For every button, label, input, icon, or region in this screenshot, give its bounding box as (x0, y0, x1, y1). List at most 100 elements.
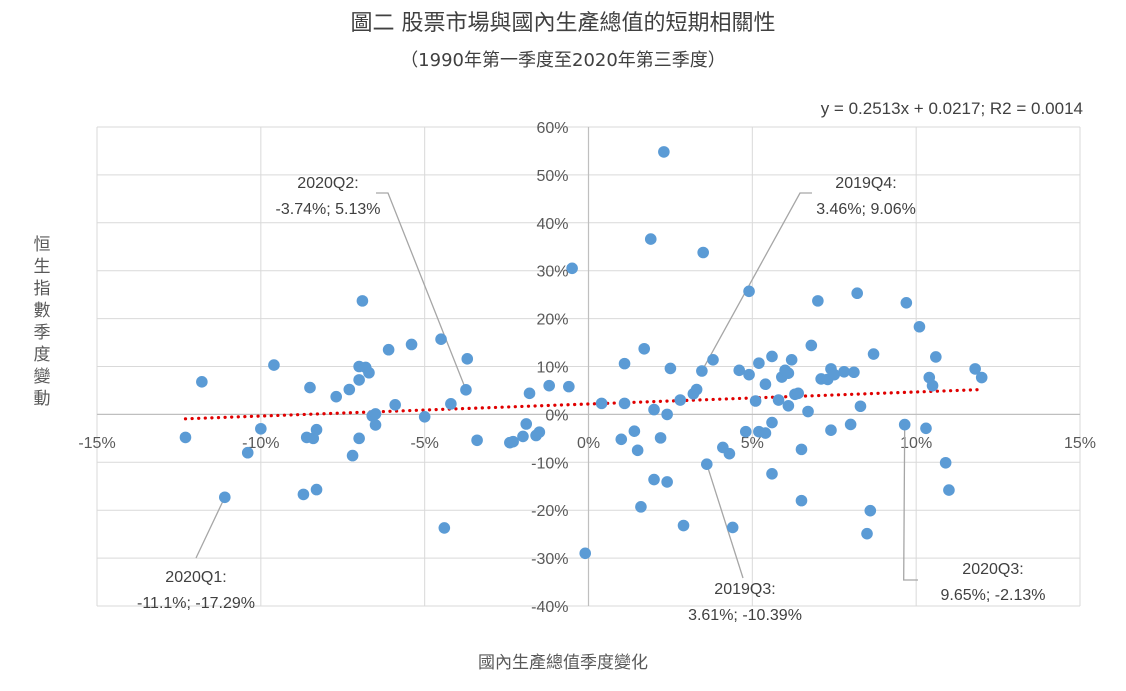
annotation-values-2020Q1: -11.1%; -17.29% (137, 595, 255, 612)
x-tick-label: -15% (78, 435, 115, 452)
annotation-title-2020Q1: 2020Q1: (165, 569, 226, 586)
x-tick-label: 0% (577, 435, 600, 452)
data-point (566, 262, 578, 275)
annotations: 2020Q2: -3.74%; 5.13% 2019Q4: 3.46%; 9.06% 2… (137, 175, 1045, 624)
data-point (445, 398, 457, 410)
data-point (179, 431, 192, 444)
y-tick-label: 40% (536, 216, 568, 233)
trendline-equation: y = 0.2513x + 0.0217; R2 = 0.0014 (821, 99, 1083, 118)
data-point (460, 384, 472, 396)
data-point (435, 333, 447, 345)
data-point (785, 353, 798, 366)
data-point (969, 363, 981, 375)
data-point (930, 351, 942, 363)
data-point (920, 422, 932, 435)
data-point (861, 527, 873, 540)
data-point (975, 371, 988, 384)
y-tick-label: 30% (536, 264, 568, 281)
y-axis-title-char: 季 (34, 323, 51, 343)
y-axis-title-char: 恒 (34, 235, 51, 255)
annotation-leader-2020Q1 (195, 496, 226, 559)
data-point (690, 383, 703, 396)
data-point (658, 146, 670, 158)
trendline-path (183, 387, 984, 421)
data-point (723, 447, 736, 460)
data-point (241, 446, 254, 459)
y-tick-label: 20% (536, 312, 568, 329)
data-point (579, 547, 592, 560)
data-point (939, 456, 952, 469)
data-point (595, 397, 608, 410)
data-point (638, 342, 651, 355)
data-point (310, 483, 323, 496)
data-point (766, 467, 778, 480)
data-point (369, 419, 382, 431)
data-point (913, 320, 926, 333)
data-point (356, 295, 369, 307)
y-axis-title-char: 數 (34, 301, 51, 321)
data-point (743, 285, 755, 298)
data-point (838, 365, 850, 378)
data-point (615, 433, 628, 446)
data-point (661, 476, 673, 488)
data-point (218, 491, 231, 504)
data-point (563, 380, 575, 393)
data-point (196, 376, 208, 388)
annotation-leader-2020Q3 (903, 424, 918, 581)
data-point (674, 394, 687, 406)
data-point (766, 350, 778, 363)
data-point (543, 379, 555, 392)
data-point (772, 394, 785, 406)
data-point (864, 504, 877, 517)
y-axis-title-char: 動 (34, 389, 51, 409)
tick-labels: -15% -10% -5% 0% 5% 10% 15% 60% 50% 40% 30% 20% 10% 0… (78, 120, 1096, 616)
y-tick-label: -10% (531, 455, 568, 472)
annotation-leaders (195, 192, 918, 581)
y-axis-title: 恒生指數季度變動 (34, 235, 51, 409)
data-point (255, 422, 267, 435)
data-point (343, 383, 356, 396)
data-point (795, 494, 808, 507)
x-tick-label: -10% (242, 435, 279, 452)
data-point (805, 339, 818, 352)
y-tick-label: 60% (536, 120, 568, 137)
data-point (726, 521, 739, 534)
data-point (661, 408, 673, 421)
data-point (648, 403, 660, 416)
data-point (346, 449, 359, 462)
data-point (707, 353, 719, 366)
data-point (517, 430, 529, 443)
data-point (739, 425, 752, 438)
data-point (753, 357, 765, 369)
data-point (664, 362, 677, 375)
x-tick-label: 5% (741, 435, 764, 452)
data-point (759, 378, 772, 391)
data-point (523, 387, 536, 400)
chart-title: 圖二 股票市場與國內生產總值的短期相關性 (351, 11, 776, 36)
y-tick-label: -20% (531, 503, 568, 520)
data-point (507, 435, 519, 448)
annotation-leader-2019Q4 (701, 192, 812, 372)
axes (97, 127, 1080, 606)
data-point (848, 366, 860, 379)
y-axis-title-char: 生 (34, 257, 51, 277)
data-point (782, 367, 795, 380)
data-point (749, 395, 762, 407)
y-axis-title-char: 指 (34, 279, 51, 299)
data-point (926, 379, 939, 392)
data-point (405, 338, 418, 351)
y-axis-title-char: 度 (34, 345, 51, 365)
data-point (792, 387, 805, 400)
data-point (628, 425, 641, 437)
annotation-values-2019Q3: 3.61%; -10.39% (688, 607, 802, 624)
x-axis-title: 國內生產總值季度變化 (478, 653, 648, 673)
data-point (677, 519, 690, 532)
annotation-values-2020Q2: -3.74%; 5.13% (276, 201, 381, 218)
data-point (418, 410, 431, 423)
data-point (382, 343, 395, 356)
data-point (618, 357, 631, 370)
data-point (644, 233, 657, 245)
data-point (353, 432, 365, 445)
y-tick-label: -30% (531, 551, 568, 568)
